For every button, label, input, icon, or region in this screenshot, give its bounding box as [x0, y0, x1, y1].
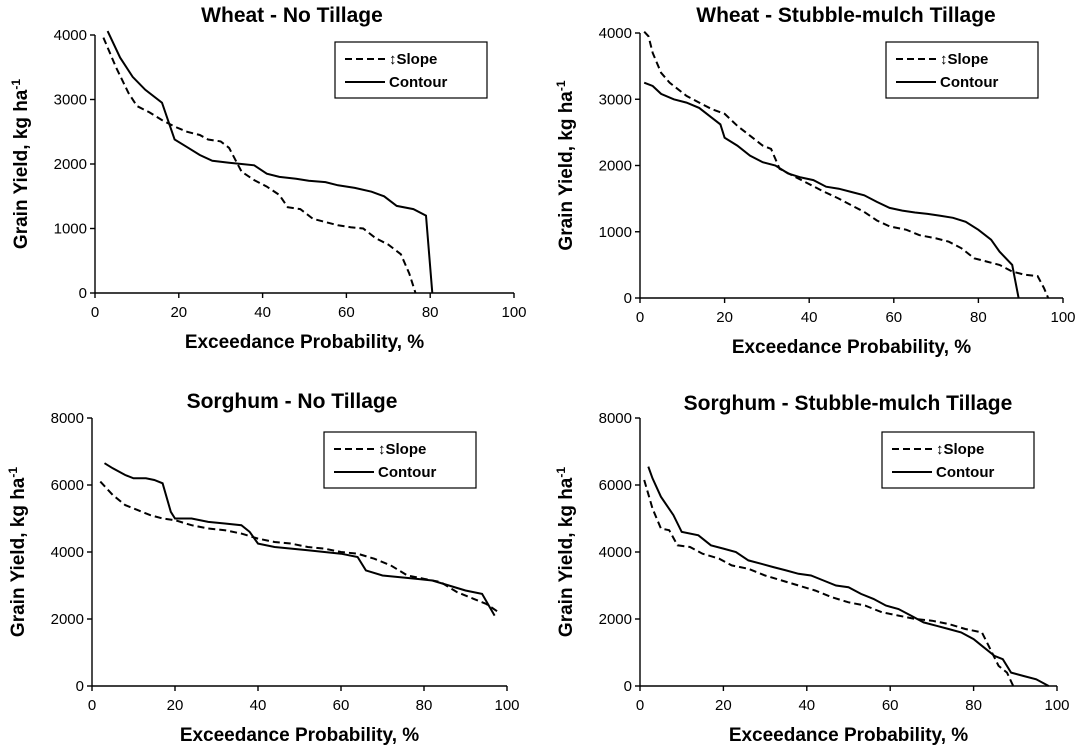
- legend-box: [323, 431, 477, 489]
- y-axis-label-text: Grain Yield, kg ha: [556, 477, 577, 637]
- chart-panel-3: Sorghum - No Tillage 0 20 40 60 80 100 0 2000 400…: [6, 390, 520, 746]
- y-tick-label: 8000: [51, 410, 84, 427]
- y-axis-label-superscript: -1: [554, 80, 568, 91]
- legend: ↕Slope Contour: [885, 41, 1039, 99]
- x-tick-label: 20: [167, 697, 184, 714]
- chart-panel-4: Sorghum - Stubble-mulch Tillage 0 20 40 60 80…: [554, 392, 1070, 746]
- legend-label: ↕Slope: [389, 51, 437, 68]
- y-axis-label-text: Grain Yield, kg ha: [8, 477, 29, 637]
- legend-label: Contour: [378, 464, 436, 481]
- x-tick-label: 100: [501, 304, 526, 321]
- legend: ↕Slope Contour: [881, 431, 1035, 489]
- legend-box: [885, 41, 1039, 99]
- y-tick-label: 6000: [51, 477, 84, 494]
- x-tick-label: 20: [715, 697, 732, 714]
- y-tick-label: 1000: [54, 221, 87, 238]
- series-line-slope: [99, 480, 500, 614]
- y-tick-label: 2000: [599, 158, 632, 175]
- chart-title: Sorghum - No Tillage: [187, 390, 398, 413]
- y-axis-label-superscript: -1: [9, 79, 23, 90]
- x-tick-label: 100: [494, 697, 519, 714]
- series-line-slope: [643, 479, 1015, 687]
- y-axis-label: Grain Yield, kg ha-1: [554, 80, 577, 250]
- x-tick-label: 100: [1050, 309, 1075, 326]
- legend-label: Contour: [389, 74, 447, 91]
- y-tick-label: 8000: [599, 410, 632, 427]
- y-tick-label: 4000: [51, 544, 84, 561]
- x-axis-label: Exceedance Probability, %: [729, 725, 968, 746]
- x-tick-label: 40: [798, 697, 815, 714]
- chart-panel-2: Wheat - Stubble-mulch Tillage 0 20 40 60 80 10…: [554, 4, 1076, 358]
- x-tick-label: 0: [636, 309, 644, 326]
- y-tick-label: 1000: [599, 224, 632, 241]
- chart-title: Wheat - No Tillage: [201, 4, 383, 27]
- x-axis-label: Exceedance Probability, %: [180, 725, 419, 746]
- x-tick-label: 60: [882, 697, 899, 714]
- x-tick-label: 0: [88, 697, 96, 714]
- legend-label: Contour: [936, 464, 994, 481]
- x-tick-label: 80: [970, 309, 987, 326]
- y-tick-label: 4000: [599, 544, 632, 561]
- legend-label: ↕Slope: [940, 51, 988, 68]
- y-tick-label: 3000: [599, 91, 632, 108]
- legend-box: [881, 431, 1035, 489]
- series-line-contour: [106, 30, 434, 294]
- y-axis-label-superscript: -1: [6, 467, 20, 478]
- chart-title: Sorghum - Stubble-mulch Tillage: [684, 392, 1013, 415]
- y-tick-label: 6000: [599, 477, 632, 494]
- y-axis-label: Grain Yield, kg ha-1: [6, 467, 29, 637]
- chart-title: Wheat - Stubble-mulch Tillage: [696, 4, 995, 27]
- y-tick-label: 0: [76, 678, 84, 695]
- series-line-slope: [643, 31, 1050, 299]
- y-tick-label: 3000: [54, 92, 87, 109]
- series-line-contour: [647, 466, 1050, 687]
- x-tick-label: 0: [91, 304, 99, 321]
- legend: ↕Slope Contour: [334, 41, 488, 99]
- y-tick-label: 0: [624, 678, 632, 695]
- x-tick-label: 0: [636, 697, 644, 714]
- y-axis-label: Grain Yield, kg ha-1: [9, 79, 32, 249]
- legend-label: ↕Slope: [936, 441, 984, 458]
- x-tick-label: 60: [338, 304, 355, 321]
- x-tick-label: 20: [170, 304, 187, 321]
- x-tick-label: 60: [885, 309, 902, 326]
- x-tick-label: 40: [254, 304, 271, 321]
- y-axis-label-superscript: -1: [554, 467, 568, 478]
- y-tick-label: 4000: [54, 27, 87, 44]
- x-tick-label: 100: [1044, 697, 1069, 714]
- legend-box: [334, 41, 488, 99]
- x-tick-label: 40: [801, 309, 818, 326]
- series-line-contour: [643, 81, 1020, 299]
- y-axis-label: Grain Yield, kg ha-1: [554, 467, 577, 637]
- legend-label: ↕Slope: [378, 441, 426, 458]
- y-axis-label-text: Grain Yield, kg ha: [11, 89, 32, 249]
- x-axis-label: Exceedance Probability, %: [732, 337, 971, 358]
- y-tick-label: 2000: [54, 156, 87, 173]
- series-line-slope: [102, 37, 417, 294]
- x-tick-label: 60: [333, 697, 350, 714]
- x-tick-label: 80: [965, 697, 982, 714]
- y-tick-label: 2000: [51, 611, 84, 628]
- y-tick-label: 4000: [599, 25, 632, 42]
- x-tick-label: 80: [416, 697, 433, 714]
- legend: ↕Slope Contour: [323, 431, 477, 489]
- x-tick-label: 80: [422, 304, 439, 321]
- y-tick-label: 0: [79, 285, 87, 302]
- legend-label: Contour: [940, 74, 998, 91]
- y-axis-label-text: Grain Yield, kg ha: [556, 91, 577, 251]
- x-axis-label: Exceedance Probability, %: [185, 332, 424, 353]
- series-line-contour: [103, 462, 496, 617]
- y-tick-label: 0: [624, 290, 632, 307]
- x-tick-label: 20: [716, 309, 733, 326]
- y-tick-label: 2000: [599, 611, 632, 628]
- x-tick-label: 40: [250, 697, 267, 714]
